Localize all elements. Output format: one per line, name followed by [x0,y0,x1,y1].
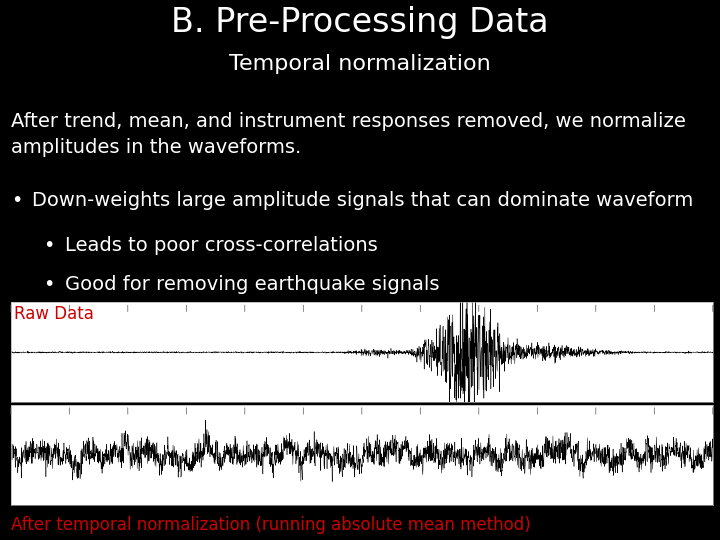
Text: Temporal normalization: Temporal normalization [229,55,491,75]
Text: •: • [43,236,55,255]
Text: B. Pre-Processing Data: B. Pre-Processing Data [171,6,549,39]
Text: •: • [11,191,22,210]
Text: After temporal normalization (running absolute mean method): After temporal normalization (running ab… [11,516,531,534]
Text: •: • [43,275,55,294]
Text: Leads to poor cross-correlations: Leads to poor cross-correlations [65,236,377,255]
Text: After trend, mean, and instrument responses removed, we normalize
amplitudes in : After trend, mean, and instrument respon… [11,112,685,157]
Text: Good for removing earthquake signals: Good for removing earthquake signals [65,275,439,294]
Text: Raw Data: Raw Data [14,306,94,323]
Text: Down-weights large amplitude signals that can dominate waveform: Down-weights large amplitude signals tha… [32,191,693,210]
